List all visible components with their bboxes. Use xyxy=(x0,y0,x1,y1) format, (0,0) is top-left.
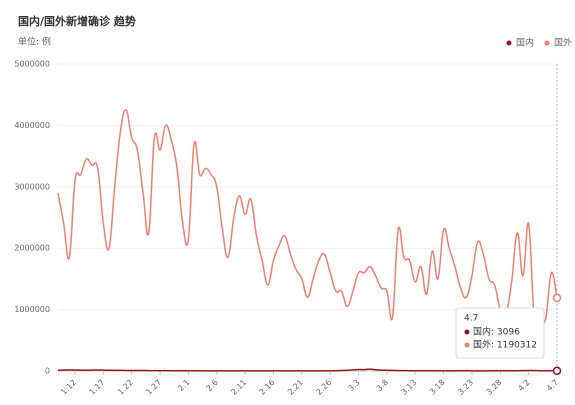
series-line xyxy=(57,109,558,330)
tooltip-line: 国外: 1190312 xyxy=(473,339,537,351)
y-tick-label: 3000000 xyxy=(14,182,50,191)
tooltip-marker xyxy=(464,342,470,348)
y-tick-label: 1000000 xyxy=(14,305,50,314)
tooltip-box xyxy=(455,307,545,359)
hover-point xyxy=(552,366,562,376)
y-tick-label: 0 xyxy=(45,367,50,376)
chart-subtitle: 单位: 例 xyxy=(18,36,51,48)
legend-marker xyxy=(506,40,512,46)
legend-label: 国内 xyxy=(516,37,534,49)
legend-marker xyxy=(544,40,550,46)
y-tick-label: 2000000 xyxy=(14,244,50,253)
hover-point xyxy=(552,293,562,303)
y-tick-label: 5000000 xyxy=(14,60,50,69)
chart-title: 国内/国外新增确诊 趋势 xyxy=(18,14,136,28)
tooltip-title: 4.7 xyxy=(464,314,478,324)
y-tick-label: 4000000 xyxy=(14,121,50,130)
tooltip-line: 国内: 3096 xyxy=(473,326,520,338)
tooltip-marker xyxy=(464,329,470,335)
legend-label: 国外 xyxy=(554,37,572,49)
series-line xyxy=(57,368,558,372)
